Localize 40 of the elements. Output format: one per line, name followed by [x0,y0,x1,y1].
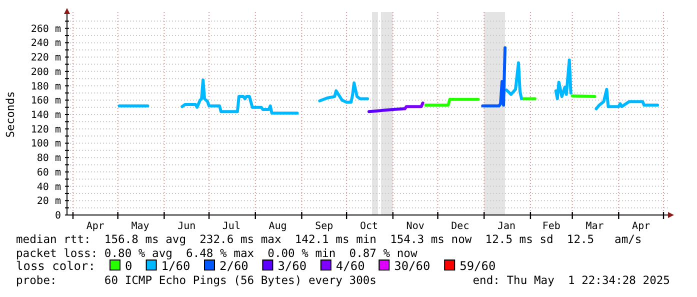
text: packet loss: 0.80 % avg 6.48 % max 0.00 % min 0.87 % now [16,247,418,260]
y-tick-label: 180 m [30,81,61,92]
x-tick-label: May [131,221,150,232]
x-tick-label: Apr [632,221,650,232]
y-tick-label: 20 m [36,196,61,208]
x-tick-label: Apr [86,221,104,232]
x-tick-label: Jul [222,221,240,232]
text: probe: 60 ICMP Echo Pings (56 Bytes) every 300s [16,274,376,287]
y-tick-label: 120 m [30,124,61,136]
legend-label: 3/60 [278,259,307,273]
x-tick-label: Mar [586,221,604,232]
legend-title: loss color: [16,259,96,273]
x-tick-label: Jan [498,221,516,232]
y-tick-label: 220 m [30,52,61,64]
legend-label: 4/60 [336,259,365,273]
y-tick-label: 140 m [30,110,61,121]
x-tick-label: Feb [542,221,560,232]
legend-label: 2/60 [220,259,248,273]
text: end: Thu May 1 22:34:28 2025 [472,274,670,287]
x-tick-label: Aug [268,221,287,232]
x-tick-label: Nov [406,221,424,232]
x-tick-label: Jun [178,221,196,232]
x-tick-label: Sep [315,221,334,232]
legend-label: 30/60 [394,259,430,273]
legend-label: 59/60 [460,259,496,273]
y-tick-label: 200 m [30,66,61,78]
y-tick-label: 160 m [30,96,61,107]
y-axis-title: Seconds [4,91,17,138]
text: median rtt: 156.8 ms avg 232.6 ms max 142.1 ms min 154.3 ms now 12.5 ms sd 12.5 am/s [16,233,642,246]
y-tick-label: 40 m [36,182,61,193]
legend-label: 0 [125,259,132,273]
x-tick-label: Dec [451,221,470,232]
y-tick-label: 80 m [36,153,61,164]
y-tick-label: 260 m [30,24,61,35]
y-tick-label: 100 m [30,138,61,150]
y-tick-label: 60 m [36,167,61,178]
y-tick-label: 240 m [30,38,61,50]
y-tick-label: 0 [54,210,61,222]
legend-label: 1/60 [161,259,190,273]
x-tick-label: Oct [360,221,378,232]
